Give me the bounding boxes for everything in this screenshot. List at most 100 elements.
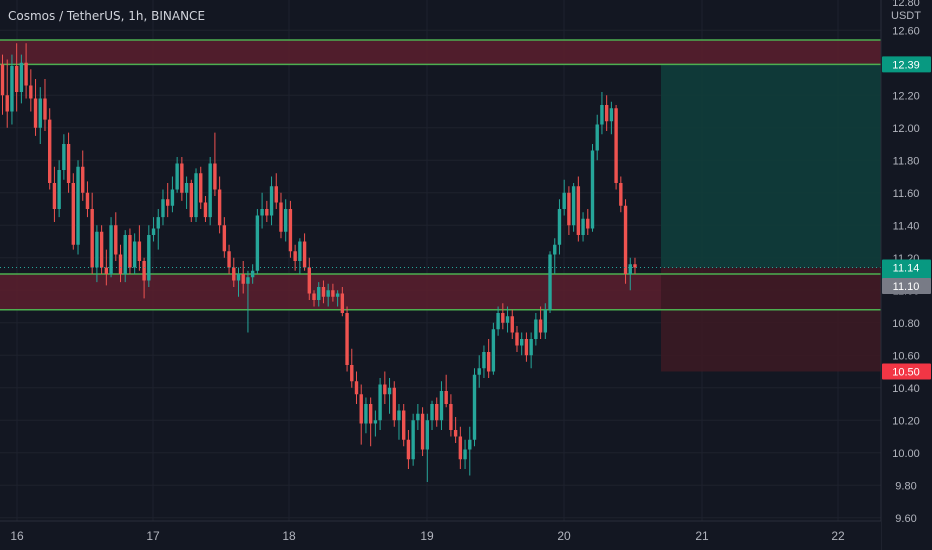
price-tick-label: 12.80 (892, 0, 920, 9)
price-tick-label: 12.20 (892, 90, 920, 102)
candle-body (477, 368, 481, 375)
candle-body (435, 404, 439, 421)
candle-body (199, 173, 203, 203)
candle-body (132, 241, 137, 268)
candle-body (623, 205, 628, 274)
candle-body (109, 225, 113, 274)
candle-body (151, 228, 156, 235)
candle-body (510, 316, 514, 333)
price-tick-label: 12.00 (892, 123, 920, 135)
price-tick-label: 11.80 (893, 155, 920, 167)
candle-body (99, 231, 104, 268)
candle-body (161, 199, 165, 218)
time-axis[interactable] (0, 521, 881, 550)
price-tick-label: 10.20 (892, 415, 920, 427)
candle-body (505, 316, 510, 323)
candle-body (529, 339, 533, 356)
candle-body (222, 225, 227, 252)
candle-body (364, 404, 368, 424)
candle-body (553, 244, 557, 255)
price-axis-currency-label: USDT (891, 10, 921, 22)
long-position-target-zone[interactable] (661, 64, 881, 268)
candle-body (57, 170, 61, 209)
candle-body (359, 394, 363, 424)
candle-body (350, 365, 354, 382)
candle-body (501, 313, 505, 323)
price-tick-label: 10.80 (892, 318, 920, 330)
candle-body (118, 254, 123, 274)
candle-body (284, 209, 288, 232)
candle-body (633, 264, 637, 268)
candle-body (203, 202, 208, 218)
candle-body (458, 436, 463, 460)
long-position-stop-zone[interactable] (661, 267, 881, 372)
candle-body (142, 261, 146, 281)
candle-body (383, 384, 387, 395)
candle-body (312, 293, 316, 300)
candle-body (581, 218, 585, 235)
candle-body (194, 173, 198, 218)
candle-body (387, 387, 392, 395)
time-tick-label: 22 (831, 529, 845, 543)
candle-body (123, 235, 127, 274)
candle-body (595, 124, 599, 151)
candle-body (411, 420, 415, 460)
candle-body (255, 215, 260, 271)
candle-body (453, 430, 458, 437)
candle-body (576, 186, 581, 235)
candle-body (378, 384, 382, 421)
candle-body (85, 192, 90, 209)
candle-body (486, 352, 491, 372)
candle-body (548, 254, 552, 310)
price-tick-label: 12.60 (892, 25, 920, 37)
candle-body (340, 293, 345, 313)
last-price-badge-label: 11.14 (893, 263, 920, 275)
candle-body (217, 189, 222, 226)
time-tick-label: 21 (695, 529, 709, 543)
time-tick-label: 18 (282, 529, 296, 543)
candle-body (62, 144, 66, 170)
candle-body (482, 352, 486, 369)
candle-body (76, 166, 80, 245)
candle-body (208, 163, 212, 218)
candle-body (0, 64, 5, 96)
candle-body (420, 413, 425, 450)
candle-body (10, 66, 14, 112)
candle-body (345, 313, 349, 365)
candle-body (354, 381, 359, 395)
candle-body (250, 270, 255, 278)
candle-body (430, 404, 434, 421)
candle-body (586, 218, 590, 229)
candle-body (137, 241, 142, 261)
candle-body (472, 374, 477, 440)
candle-body (246, 277, 250, 284)
candle-body (590, 150, 595, 229)
candle-body (397, 410, 401, 421)
symbol-title[interactable]: Cosmos / TetherUS, 1h, BINANCE (8, 9, 206, 23)
candle-body (227, 251, 231, 268)
candle-body (29, 85, 33, 99)
candle-body (302, 241, 307, 268)
candle-body (128, 235, 132, 268)
candle-body (180, 163, 184, 193)
candle-body (166, 199, 170, 206)
candle-body (468, 439, 472, 450)
candle-body (557, 209, 562, 245)
candle-body (260, 209, 264, 216)
time-tick-label: 17 (146, 529, 160, 543)
candle-body (90, 209, 94, 268)
level-price-badge (882, 278, 931, 294)
candle-body (147, 235, 151, 281)
candle-body (373, 420, 378, 424)
candle-body (571, 186, 576, 226)
candle-body (402, 410, 406, 440)
candle-body (609, 108, 614, 122)
candle-body (48, 119, 52, 183)
candle-body (175, 163, 179, 190)
time-tick-label: 16 (10, 529, 24, 543)
price-tick-label: 9.80 (895, 480, 916, 492)
candle-body (95, 231, 99, 268)
price-tick-label: 11.40 (893, 220, 920, 232)
candle-body (81, 166, 85, 193)
